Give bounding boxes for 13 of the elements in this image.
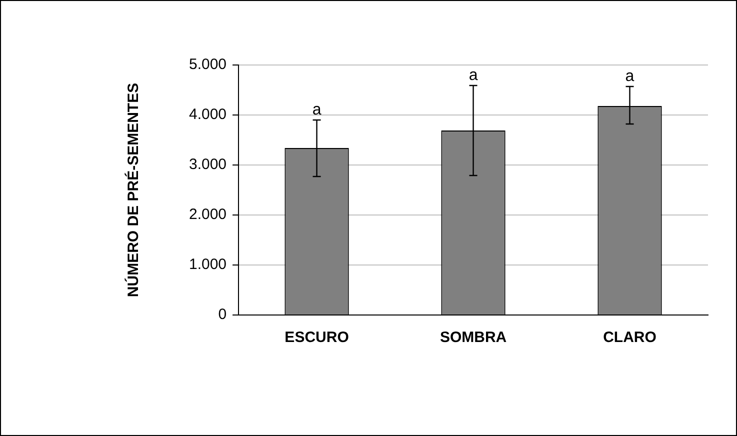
y-tick-label: 4.000	[188, 106, 227, 124]
y-tick-label: 3.000	[188, 156, 227, 174]
x-tick-label: CLARO	[603, 329, 657, 346]
y-tick-label: 5.000	[188, 56, 227, 74]
y-axis-title: NÚMERO DE PRÉ-SEMENTES	[124, 82, 142, 298]
annotation: a	[312, 101, 322, 118]
y-tick-label: 0	[218, 306, 227, 324]
annotation: a	[468, 66, 478, 84]
annotation: a	[625, 68, 634, 85]
x-tick-label: SOMBRA	[440, 329, 507, 346]
x-tick-label: ESCURO	[284, 329, 350, 346]
y-tick-label: 2.000	[188, 206, 227, 224]
y-tick-label: 1.000	[188, 256, 227, 274]
